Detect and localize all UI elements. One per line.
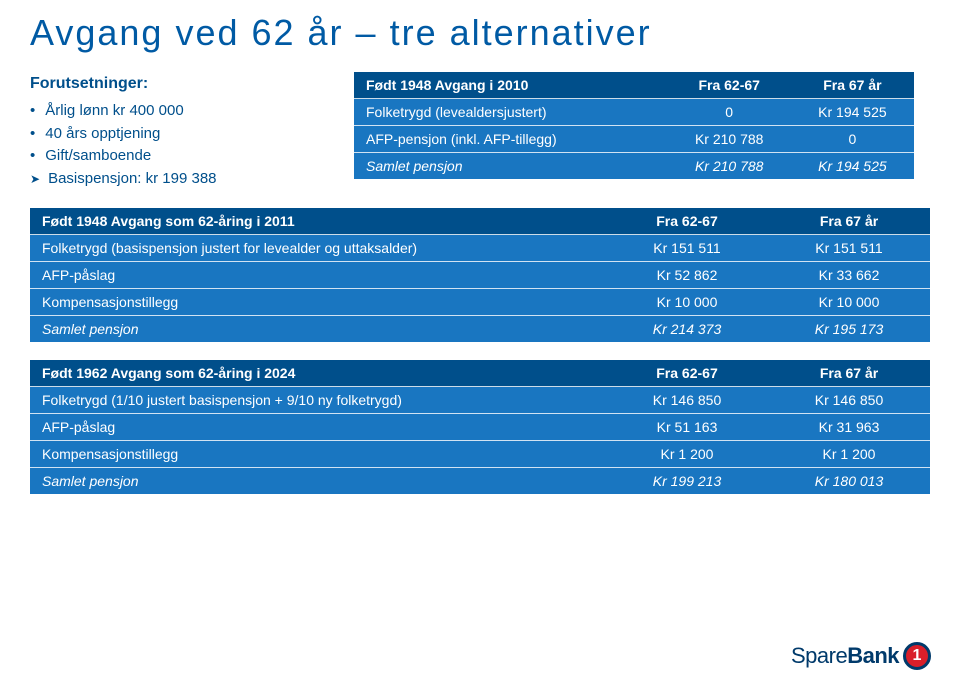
table-cell: Kr 146 850: [768, 387, 930, 414]
table-header-cell: Fra 62-67: [606, 360, 768, 387]
table-cell: Kr 51 163: [606, 414, 768, 441]
assumptions-list: Årlig lønn kr 400 000 40 års opptjening …: [30, 100, 330, 190]
table-header-cell: Fra 62-67: [606, 208, 768, 235]
table-cell: Folketrygd (levealdersjustert): [354, 99, 668, 126]
assumptions-block: Forutsetninger: Årlig lønn kr 400 000 40…: [30, 72, 330, 190]
logo-brand-1: Spare: [791, 643, 847, 668]
table-cell: AFP-pensjon (inkl. AFP-tillegg): [354, 126, 668, 153]
logo-text: SpareBank: [791, 643, 899, 669]
table-cell: 0: [791, 126, 914, 153]
table-header-cell: Født 1962 Avgang som 62-åring i 2024: [30, 360, 606, 387]
assumptions-heading: Forutsetninger:: [30, 72, 330, 96]
table-row: Kompensasjonstillegg Kr 10 000 Kr 10 000: [30, 289, 930, 316]
table-row: Folketrygd (basispensjon justert for lev…: [30, 235, 930, 262]
table-cell: Samlet pensjon: [30, 468, 606, 495]
table-cell: AFP-påslag: [30, 262, 606, 289]
assumption-item: Basispensjon: kr 199 388: [30, 168, 330, 191]
table-row: AFP-påslag Kr 52 862 Kr 33 662: [30, 262, 930, 289]
assumption-item: Gift/samboende: [30, 145, 330, 168]
table-header-row: Født 1948 Avgang som 62-åring i 2011 Fra…: [30, 208, 930, 235]
table-cell: Samlet pensjon: [354, 153, 668, 180]
table-header-cell: Fra 62-67: [668, 72, 791, 99]
table-total-row: Samlet pensjon Kr 210 788 Kr 194 525: [354, 153, 914, 180]
table-total-row: Samlet pensjon Kr 199 213 Kr 180 013: [30, 468, 930, 495]
table-cell: Kr 146 850: [606, 387, 768, 414]
table-header-cell: Fra 67 år: [768, 360, 930, 387]
table-header-cell: Født 1948 Avgang som 62-åring i 2011: [30, 208, 606, 235]
table-header-row: Født 1948 Avgang i 2010 Fra 62-67 Fra 67…: [354, 72, 914, 99]
table-cell: Kr 151 511: [606, 235, 768, 262]
table-cell: Kr 1 200: [768, 441, 930, 468]
sparebank-logo: SpareBank 1: [791, 642, 931, 670]
table-cell: Folketrygd (basispensjon justert for lev…: [30, 235, 606, 262]
table-row: Kompensasjonstillegg Kr 1 200 Kr 1 200: [30, 441, 930, 468]
table-total-row: Samlet pensjon Kr 214 373 Kr 195 173: [30, 316, 930, 343]
table-cell: Kr 210 788: [668, 126, 791, 153]
table-cell: Kr 195 173: [768, 316, 930, 343]
table-cell: 0: [668, 99, 791, 126]
table-cell: Kr 210 788: [668, 153, 791, 180]
table-header-cell: Fra 67 år: [791, 72, 914, 99]
top-row: Forutsetninger: Årlig lønn kr 400 000 40…: [0, 54, 959, 190]
logo-brand-2: Bank: [847, 643, 899, 668]
table-cell: Kr 199 213: [606, 468, 768, 495]
table-cell: Kompensasjonstillegg: [30, 441, 606, 468]
table-header-cell: Født 1948 Avgang i 2010: [354, 72, 668, 99]
assumption-item: 40 års opptjening: [30, 123, 330, 146]
table-cell: Kr 10 000: [606, 289, 768, 316]
table-row: AFP-påslag Kr 51 163 Kr 31 963: [30, 414, 930, 441]
table-cell: Kr 52 862: [606, 262, 768, 289]
table-cell: Kr 194 525: [791, 153, 914, 180]
table-cell: Samlet pensjon: [30, 316, 606, 343]
table-1962-2024: Født 1962 Avgang som 62-åring i 2024 Fra…: [30, 360, 930, 494]
table-1948-2010: Født 1948 Avgang i 2010 Fra 62-67 Fra 67…: [354, 72, 914, 179]
table-cell: AFP-påslag: [30, 414, 606, 441]
logo-mark-icon: 1: [903, 642, 931, 670]
table-cell: Folketrygd (1/10 justert basispensjon + …: [30, 387, 606, 414]
table-cell: Kr 31 963: [768, 414, 930, 441]
table-1948-2011: Født 1948 Avgang som 62-åring i 2011 Fra…: [30, 208, 930, 342]
table-header-row: Født 1962 Avgang som 62-åring i 2024 Fra…: [30, 360, 930, 387]
assumption-item: Årlig lønn kr 400 000: [30, 100, 330, 123]
table-cell: Kr 194 525: [791, 99, 914, 126]
table-cell: Kompensasjonstillegg: [30, 289, 606, 316]
table-cell: Kr 180 013: [768, 468, 930, 495]
table-cell: Kr 10 000: [768, 289, 930, 316]
table-cell: Kr 151 511: [768, 235, 930, 262]
table-cell: Kr 1 200: [606, 441, 768, 468]
table-row: Folketrygd (1/10 justert basispensjon + …: [30, 387, 930, 414]
table-cell: Kr 33 662: [768, 262, 930, 289]
table-row: Folketrygd (levealdersjustert) 0 Kr 194 …: [354, 99, 914, 126]
table-header-cell: Fra 67 år: [768, 208, 930, 235]
slide-title: Avgang ved 62 år – tre alternativer: [0, 0, 959, 54]
table-row: AFP-pensjon (inkl. AFP-tillegg) Kr 210 7…: [354, 126, 914, 153]
table-cell: Kr 214 373: [606, 316, 768, 343]
